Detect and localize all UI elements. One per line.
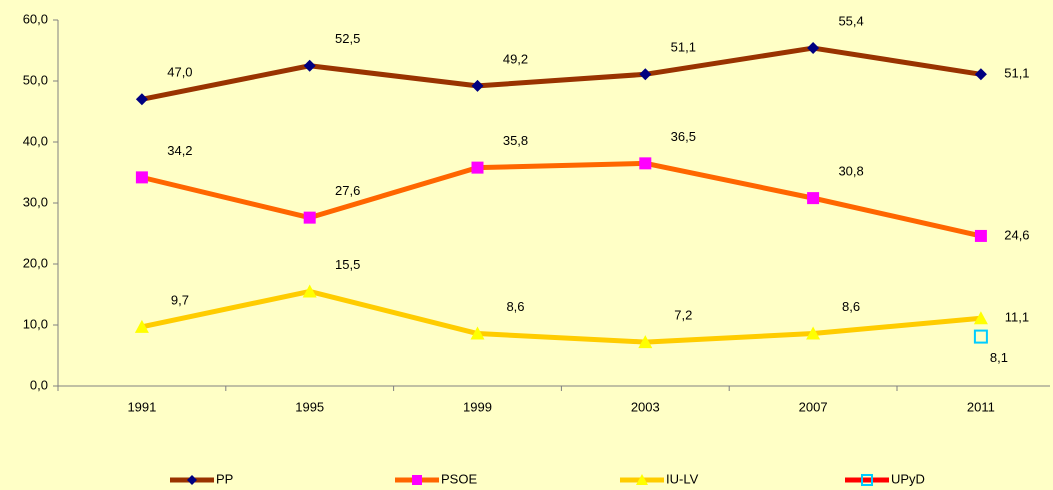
value-label: 27,6 [335, 183, 360, 198]
x-tick-label: 1995 [295, 399, 324, 414]
value-label: 51,1 [671, 40, 696, 55]
value-label: 35,8 [503, 133, 528, 148]
legend-marker [861, 474, 873, 486]
value-label: 11,1 [1005, 310, 1029, 325]
marker [639, 68, 652, 81]
marker [302, 284, 317, 298]
legend-label: PSOE [441, 471, 477, 486]
marker [638, 335, 653, 349]
value-label: 9,7 [171, 292, 189, 307]
legend-marker [412, 475, 422, 485]
series-line [141, 45, 982, 102]
marker [807, 42, 820, 55]
value-label: 7,2 [674, 308, 692, 323]
marker [639, 157, 652, 170]
value-label: 49,2 [503, 51, 528, 66]
marker [973, 311, 988, 325]
value-label: 34,2 [167, 143, 192, 158]
series-line [141, 160, 982, 239]
marker [303, 59, 316, 72]
x-tick-label: 2007 [799, 399, 828, 414]
marker [806, 326, 821, 340]
marker [135, 93, 148, 106]
value-label: 55,4 [838, 13, 863, 28]
y-tick-label: 20,0 [23, 255, 48, 270]
marker [974, 229, 987, 242]
legend-label: IU-LV [666, 471, 699, 486]
value-label: 52,5 [335, 31, 360, 46]
legend-label: UPyD [891, 471, 925, 486]
legend-marker [636, 474, 648, 485]
y-tick-label: 0,0 [30, 377, 48, 392]
y-tick-label: 40,0 [23, 133, 48, 148]
value-label: 8,6 [506, 299, 524, 314]
marker [303, 211, 316, 224]
marker [974, 68, 987, 81]
value-label: 51,1 [1004, 66, 1029, 81]
marker [471, 79, 484, 92]
value-label: 47,0 [167, 65, 192, 80]
legend-marker [187, 475, 197, 485]
marker [471, 161, 484, 174]
marker [807, 192, 820, 205]
x-tick-label: 1991 [127, 399, 156, 414]
value-label: 15,5 [335, 257, 360, 272]
value-label: 30,8 [838, 164, 863, 179]
value-label: 24,6 [1004, 227, 1029, 242]
marker [135, 171, 148, 184]
series-line [141, 288, 982, 345]
marker [134, 319, 149, 333]
value-label: 36,5 [671, 129, 696, 144]
legend-label: PP [216, 471, 233, 486]
x-tick-label: 2011 [967, 399, 995, 414]
y-tick-label: 10,0 [23, 316, 48, 331]
marker [973, 329, 988, 344]
marker [470, 326, 485, 340]
y-tick-label: 30,0 [23, 194, 48, 209]
y-tick-label: 50,0 [23, 72, 48, 87]
value-label: 8,6 [842, 299, 860, 314]
y-tick-label: 60,0 [23, 11, 48, 26]
x-tick-label: 1999 [463, 399, 492, 414]
x-tick-label: 2003 [631, 399, 660, 414]
value-label: 8,1 [990, 350, 1008, 365]
